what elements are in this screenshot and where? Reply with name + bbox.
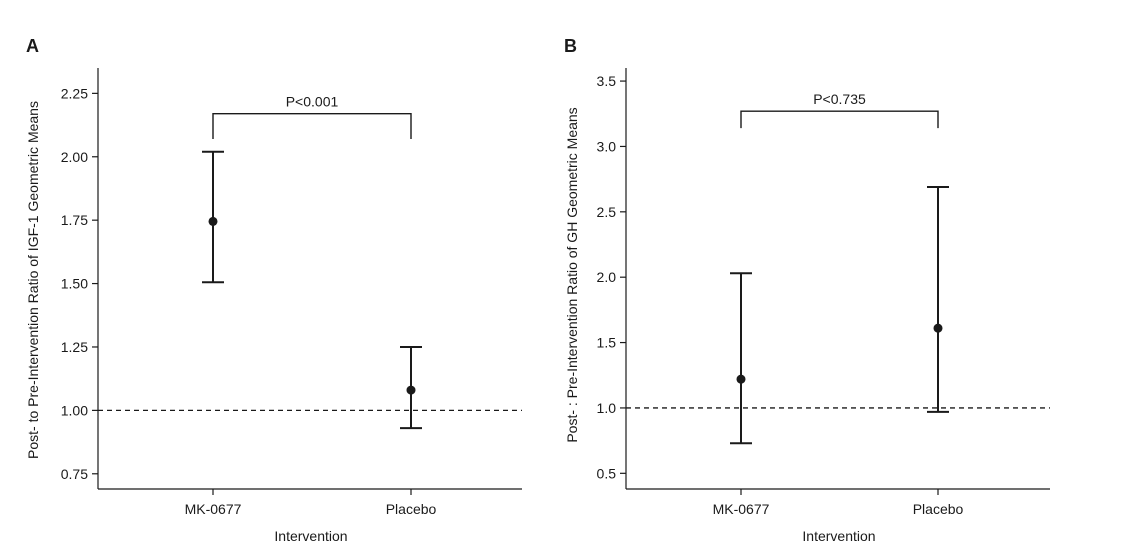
panel-a-y-tick-label: 2.25 [61,85,88,101]
panel-a: A Post- to Pre-Intervention Ratio of IGF… [25,36,522,544]
panel-b-x-axis-title: Intervention [802,528,875,544]
panel-a-letter: A [26,36,39,56]
panel-b-significance-bracket [740,110,939,129]
panel-b-y-tick-label: 3.5 [597,73,617,89]
panel-a-x-tick-label: MK-0677 [185,501,242,517]
panel-b: B Post- : Pre-Intervention Ratio of GH G… [564,36,1050,544]
panel-b-point-mk-0677 [736,374,746,384]
panel-b-letter: B [564,36,577,56]
panel-a-y-tick-label: 2.00 [61,149,88,165]
panel-b-y-tick-label: 1.5 [597,335,617,351]
panel-b-y-tick-label: 0.5 [597,465,617,481]
panel-a-point-mk-0677 [208,216,218,226]
panel-a-significance-label: P<0.001 [286,94,339,110]
panel-a-x-tick-label: Placebo [386,501,437,517]
panel-a-y-tick-label: 1.75 [61,212,88,228]
panel-a-y-tick-label: 1.50 [61,276,88,292]
panel-b-y-tick-label: 3.0 [597,138,617,154]
panel-b-y-tick-label: 1.0 [597,400,617,416]
panel-a-y-tick-label: 1.25 [61,339,88,355]
panel-b-y-tick-label: 2.5 [597,204,617,220]
panel-a-y-axis-title: Post- to Pre-Intervention Ratio of IGF-1… [25,101,41,459]
panel-a-y-tick-label: 0.75 [61,466,88,482]
panel-b-x-tick-label: Placebo [913,501,964,517]
panel-b-x-tick-label: MK-0677 [713,501,770,517]
panel-a-significance-bracket [212,112,412,140]
panel-a-y-tick-label: 1.00 [61,402,88,418]
panel-b-y-axis-title: Post- : Pre-Intervention Ratio of GH Geo… [564,107,580,442]
panel-b-y-tick-label: 2.0 [597,269,617,285]
panel-b-point-placebo [933,323,943,333]
panel-b-significance-label: P<0.735 [813,91,866,107]
panel-a-point-placebo [406,385,416,395]
panel-a-x-axis-title: Intervention [274,528,347,544]
